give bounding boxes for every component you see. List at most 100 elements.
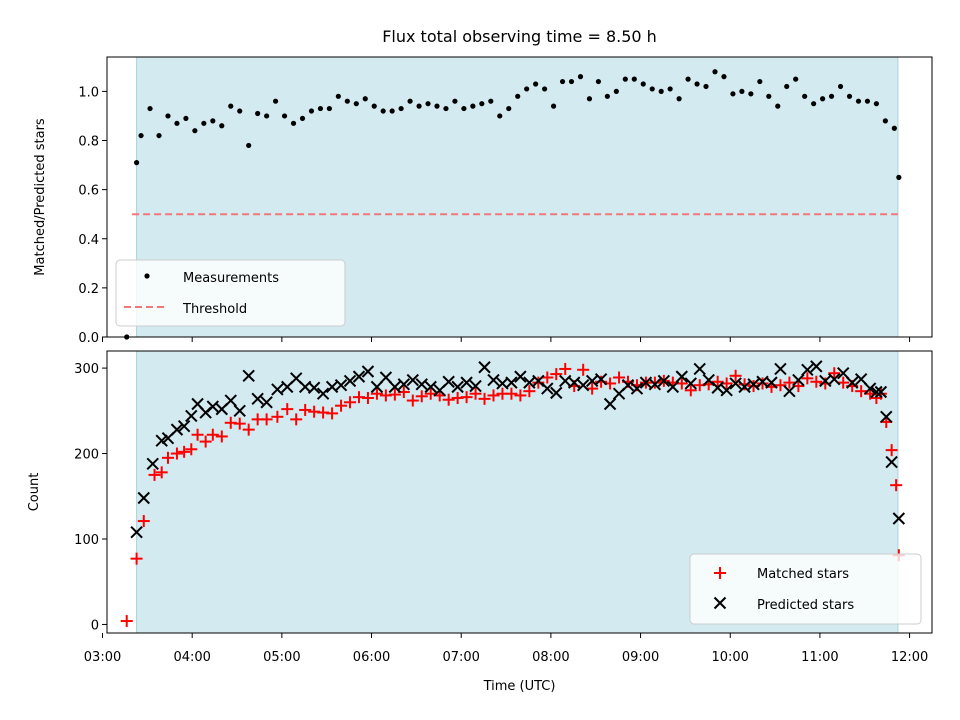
cross-b [397, 378, 411, 391]
bottom-xtick-label: 10:00 [711, 650, 748, 665]
measurement-point [685, 76, 691, 82]
measurement-point [461, 105, 467, 112]
cross-b [146, 457, 159, 471]
matched-star-point [738, 378, 751, 391]
measurement-point [694, 81, 700, 87]
cross-b [316, 387, 330, 400]
matched-star-point [148, 468, 161, 481]
cross-b [729, 377, 742, 390]
measurement-point [855, 98, 862, 104]
bottom-ytick-label: 0 [91, 618, 99, 633]
predicted-star-point [487, 373, 500, 387]
bottom-legend: Matched stars Predicted stars [689, 553, 922, 625]
predicted-star-point [155, 434, 168, 447]
matched-star-point [299, 403, 312, 416]
measurement-point [290, 120, 297, 126]
matched-star-point [595, 375, 608, 388]
predicted-star-point [206, 400, 220, 413]
cross-b [603, 397, 617, 411]
measurement-point [165, 113, 171, 119]
measurement-point [649, 86, 655, 92]
matched-star-point [271, 410, 284, 423]
legend-measurement-marker [144, 273, 150, 279]
predicted-star-point [307, 381, 321, 394]
measurement-point [622, 76, 628, 82]
matched-star-point [361, 392, 374, 404]
matched-star-point [487, 389, 500, 402]
predicted-star-point [316, 387, 330, 400]
predicted-star-point [361, 365, 375, 378]
measurement-point [228, 103, 234, 109]
matched-star-point [684, 384, 697, 397]
cross-b [442, 375, 455, 388]
cross-b [343, 374, 357, 388]
measurement-point [896, 174, 902, 180]
measurement-point [174, 120, 180, 126]
matched-star-point [424, 387, 437, 400]
measurement-point [156, 132, 162, 139]
matched-star-point [469, 387, 482, 400]
measurement-point [891, 125, 897, 131]
cross-b [711, 381, 724, 394]
matched-star-point [514, 389, 527, 402]
top-ytick-label: 0.2 [78, 282, 99, 297]
cross-b [177, 419, 191, 433]
measurement-point [837, 83, 844, 90]
cross-b [424, 380, 437, 394]
measurement-point [299, 115, 306, 122]
matched-star-point [161, 451, 174, 464]
measurement-point [640, 81, 646, 87]
cross-b [523, 376, 536, 389]
measurement-point [775, 103, 781, 109]
predicted-star-point [720, 384, 733, 397]
bottom-xtick-label: 07:00 [442, 650, 479, 665]
matched-star-point [370, 387, 383, 400]
measurement-point [757, 78, 763, 85]
measurement-point [407, 98, 413, 104]
cross-b [657, 374, 671, 388]
cross-b [576, 378, 590, 392]
measurement-point [326, 105, 332, 112]
cross-b [532, 374, 545, 388]
measurement-point [828, 93, 835, 99]
cross-b [675, 370, 689, 383]
predicted-star-point [594, 372, 608, 386]
cross-b [352, 370, 366, 383]
predicted-star-point [729, 377, 742, 390]
measurement-point [577, 74, 584, 80]
cross-b [747, 378, 760, 391]
measurement-point [712, 69, 718, 75]
matched-star-point [586, 382, 599, 395]
cross-b [224, 394, 237, 407]
predicted-star-point [379, 371, 393, 384]
legend-predicted-label: Predicted stars [757, 598, 854, 613]
measurement-point [398, 105, 404, 112]
bottom-ytick-label: 200 [74, 448, 99, 463]
measurement-point [802, 93, 808, 99]
matched-star-point [885, 444, 898, 457]
cross-b [496, 377, 509, 390]
cross-b [361, 365, 375, 378]
matched-star-point [855, 385, 868, 398]
predicted-star-point [260, 396, 273, 409]
predicted-star-point [648, 378, 662, 391]
cross-b [774, 362, 787, 376]
cross-b [702, 373, 715, 387]
predicted-star-point [874, 385, 888, 399]
measurement-point [335, 93, 341, 99]
bottom-y-axis-label: Count [27, 473, 42, 512]
top-legend-box [115, 259, 346, 327]
matched-star-point [178, 445, 191, 458]
cross-b [242, 369, 255, 382]
matched-star-point [215, 430, 228, 443]
cross-b [837, 367, 850, 380]
matched-star-point [729, 369, 742, 382]
predicted-star-point [880, 410, 893, 424]
legend-predicted-marker [713, 596, 727, 610]
cross-b [854, 372, 868, 386]
measurement-point [882, 118, 888, 124]
cross-b [233, 404, 246, 418]
measurement-point [793, 76, 799, 82]
measurement-point [192, 128, 198, 134]
measurement-point [533, 81, 539, 87]
